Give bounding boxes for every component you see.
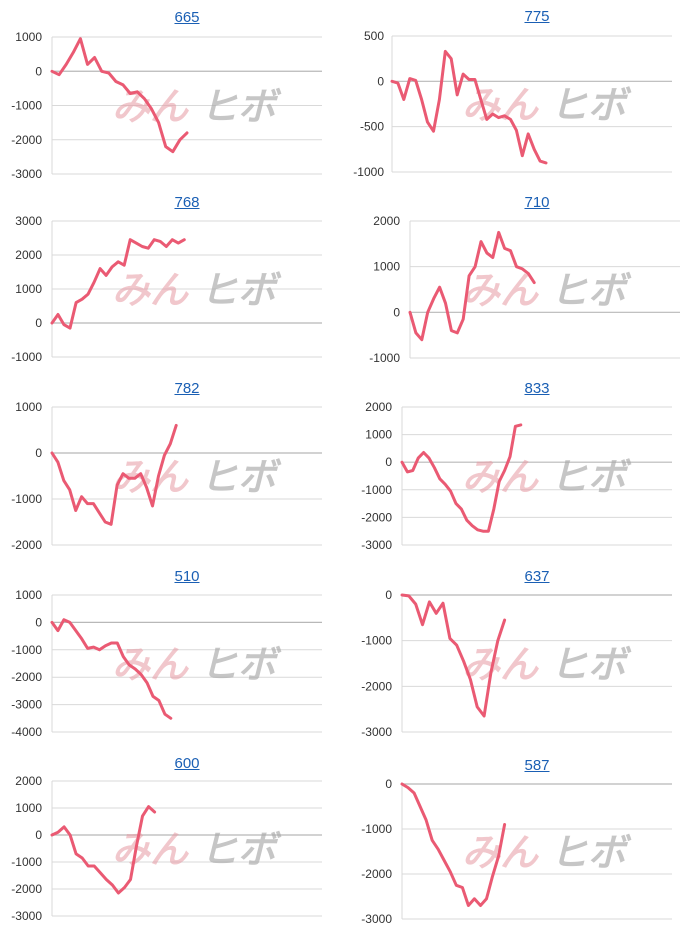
y-tick-label: -3000 [361, 912, 392, 926]
data-series-line [408, 230, 536, 342]
chart-title-link[interactable]: 665 [174, 9, 200, 26]
y-tick-label: 0 [385, 588, 392, 602]
chart-title-link[interactable]: 600 [174, 755, 200, 772]
data-series-line [390, 49, 548, 165]
watermark-part1: みん [112, 85, 189, 129]
watermark-part1: みん [112, 455, 189, 499]
chart-title-link[interactable]: 510 [174, 568, 200, 585]
chart-title-link[interactable]: 710 [524, 194, 550, 211]
y-tick-label: 0 [385, 777, 392, 791]
y-tick-label: 0 [35, 828, 42, 842]
y-tick-label: -1000 [361, 822, 392, 836]
y-tick-label: 2000 [365, 400, 392, 414]
y-tick-label: -2000 [361, 679, 392, 693]
y-tick-label: 3000 [15, 214, 42, 228]
y-tick-label: -1000 [11, 643, 42, 657]
chart-title-link[interactable]: 775 [524, 8, 550, 25]
y-tick-label: -4000 [11, 725, 42, 739]
y-tick-label: 1000 [15, 588, 42, 602]
chart-title-link[interactable]: 768 [174, 194, 200, 211]
watermark-part2: ヒボ [550, 643, 632, 687]
y-tick-label: 1000 [15, 282, 42, 296]
watermark-part1: みん [462, 643, 539, 687]
data-series-line [400, 423, 523, 533]
watermark-part1: みん [112, 643, 189, 687]
y-tick-label: 2000 [15, 248, 42, 262]
y-tick-label: -1000 [361, 483, 392, 497]
y-tick-label: -1000 [11, 855, 42, 869]
watermark-part1: みん [462, 455, 539, 499]
y-tick-label: -2000 [11, 133, 42, 147]
y-tick-label: 1000 [365, 428, 392, 442]
y-tick-label: -1000 [353, 165, 384, 179]
chart-title-link[interactable]: 587 [524, 757, 550, 774]
y-tick-label: -1000 [369, 351, 400, 365]
y-tick-label: -3000 [361, 725, 392, 739]
y-tick-label: 0 [35, 446, 42, 460]
y-tick-label: 0 [35, 615, 42, 629]
chart-title-link[interactable]: 782 [174, 380, 200, 397]
y-tick-label: -2000 [361, 867, 392, 881]
y-tick-label: 2000 [373, 214, 400, 228]
watermark-part1: みん [462, 83, 539, 127]
y-tick-label: 2000 [15, 774, 42, 788]
y-tick-label: -2000 [11, 882, 42, 896]
y-tick-label: -1000 [11, 492, 42, 506]
watermark-part2: ヒボ [200, 455, 282, 499]
y-tick-label: 0 [377, 74, 384, 88]
chart-title-link[interactable]: 833 [524, 380, 550, 397]
y-tick-label: -2000 [11, 538, 42, 552]
watermark-part1: みん [462, 831, 539, 875]
y-tick-label: 0 [35, 316, 42, 330]
y-tick-label: 0 [393, 305, 400, 319]
y-tick-label: 0 [35, 64, 42, 78]
y-tick-label: 0 [385, 455, 392, 469]
y-tick-label: -2000 [361, 510, 392, 524]
chart-title-link[interactable]: 637 [524, 568, 550, 585]
watermark-part2: ヒボ [550, 83, 632, 127]
y-tick-label: 1000 [15, 801, 42, 815]
data-series-line [50, 423, 178, 526]
y-tick-label: 1000 [15, 400, 42, 414]
y-tick-label: -3000 [11, 909, 42, 923]
y-tick-label: -3000 [361, 538, 392, 552]
y-tick-label: -1000 [11, 350, 42, 364]
y-tick-label: 1000 [15, 30, 42, 44]
watermark-part2: ヒボ [200, 828, 282, 872]
watermark-part2: ヒボ [550, 269, 632, 313]
y-tick-label: -1000 [361, 634, 392, 648]
y-tick-label: -2000 [11, 670, 42, 684]
y-tick-label: 1000 [373, 260, 400, 274]
watermark-part2: ヒボ [200, 643, 282, 687]
data-series-line [400, 593, 507, 718]
watermark-part2: ヒボ [200, 85, 282, 129]
data-series-line [50, 37, 189, 154]
data-series-line [400, 782, 507, 907]
y-tick-label: -500 [360, 120, 384, 134]
watermark-part1: みん [112, 268, 189, 312]
watermark-part1: みん [112, 828, 189, 872]
data-series-line [50, 805, 157, 895]
watermark-part1: みん [462, 269, 539, 313]
watermark-part2: ヒボ [200, 268, 282, 312]
data-series-line [50, 618, 173, 720]
y-tick-label: -1000 [11, 99, 42, 113]
watermark-part2: ヒボ [550, 831, 632, 875]
data-series-line [50, 238, 186, 330]
y-tick-label: -3000 [11, 167, 42, 181]
y-tick-label: 500 [364, 29, 384, 43]
y-tick-label: -3000 [11, 698, 42, 712]
watermark-part2: ヒボ [550, 455, 632, 499]
